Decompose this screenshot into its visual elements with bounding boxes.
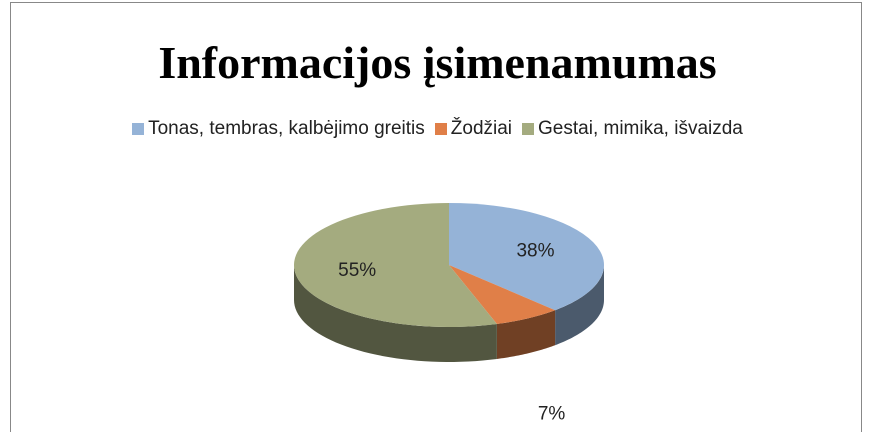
slice-side xyxy=(555,265,604,346)
legend-swatch xyxy=(434,123,447,135)
data-label: 38% xyxy=(516,240,554,261)
data-label: 7% xyxy=(538,403,566,424)
legend-item: Žodžiai xyxy=(434,118,513,140)
chart-title: Informacijos įsimenamumas xyxy=(158,37,717,88)
legend-swatch xyxy=(522,123,535,135)
slice xyxy=(294,203,497,328)
slice-side xyxy=(496,310,556,359)
pie: 38% 7% 55% xyxy=(294,203,604,424)
legend-swatch xyxy=(132,123,145,135)
legend-item: Gestai, mimika, išvaizda xyxy=(522,118,743,140)
legend-label: Gestai, mimika, išvaizda xyxy=(538,118,743,139)
slice xyxy=(449,265,556,324)
data-label: 55% xyxy=(338,260,376,281)
legend: Tonas, tembras, kalbėjimo greitis Žodžiai… xyxy=(0,118,875,140)
slice-side xyxy=(294,265,497,362)
legend-item: Tonas, tembras, kalbėjimo greitis xyxy=(132,118,425,140)
chart-frame xyxy=(10,2,862,432)
slice xyxy=(449,203,604,311)
legend-label: Žodžiai xyxy=(450,118,513,139)
legend-label: Tonas, tembras, kalbėjimo greitis xyxy=(148,118,425,139)
